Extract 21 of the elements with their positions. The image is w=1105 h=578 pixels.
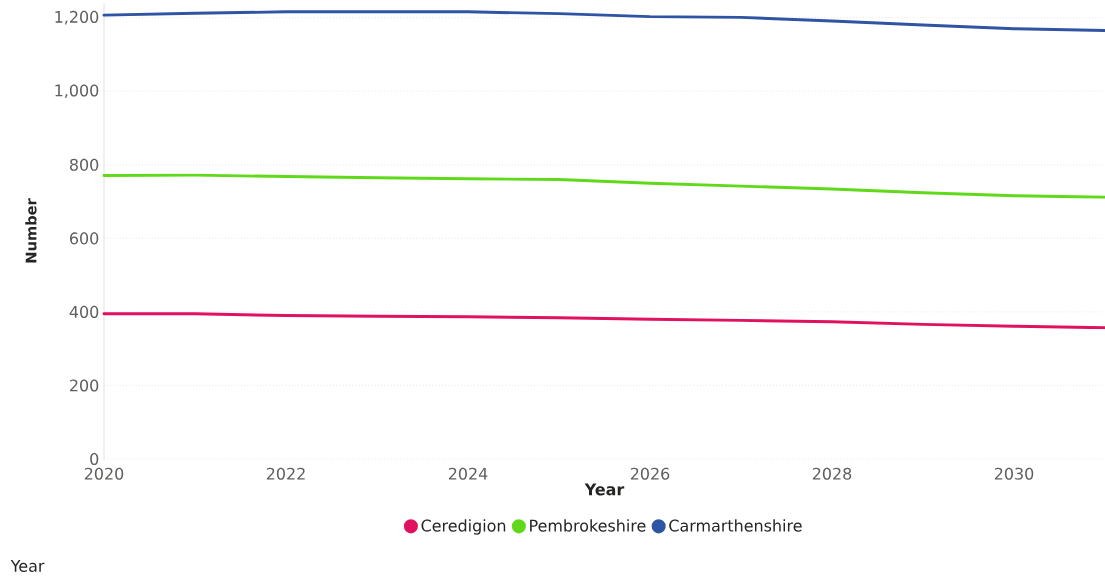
x-tick-label: 2020 bbox=[84, 467, 124, 480]
legend-label: Ceredigion bbox=[421, 519, 506, 535]
x-tick-label: 2030 bbox=[994, 467, 1034, 480]
y-axis-title: Number bbox=[25, 198, 37, 263]
y-tick-label: 200 bbox=[70, 379, 99, 392]
x-axis-title: Year bbox=[584, 483, 625, 496]
text: Year bbox=[10, 560, 45, 572]
y-tick-label: 800 bbox=[69, 158, 99, 171]
y-tick-label: 400 bbox=[69, 305, 99, 318]
y-tick-label: 1,200 bbox=[55, 10, 99, 25]
y-tick-label: 0 bbox=[90, 452, 99, 466]
line-series bbox=[102, 173, 1105, 199]
x-tick-label: 2022 bbox=[266, 467, 305, 480]
x-tick-label: 2028 bbox=[812, 467, 852, 480]
legend-label: Pembrokeshire bbox=[530, 519, 646, 532]
x-tick-label: 2024 bbox=[448, 467, 488, 480]
legend-label: Carmarthenshire bbox=[669, 519, 802, 532]
x-tick-label: 2026 bbox=[630, 467, 670, 480]
y-tick-label: 1,000 bbox=[55, 84, 99, 99]
line-series bbox=[102, 312, 1105, 330]
y-tick-label: 600 bbox=[69, 232, 99, 245]
